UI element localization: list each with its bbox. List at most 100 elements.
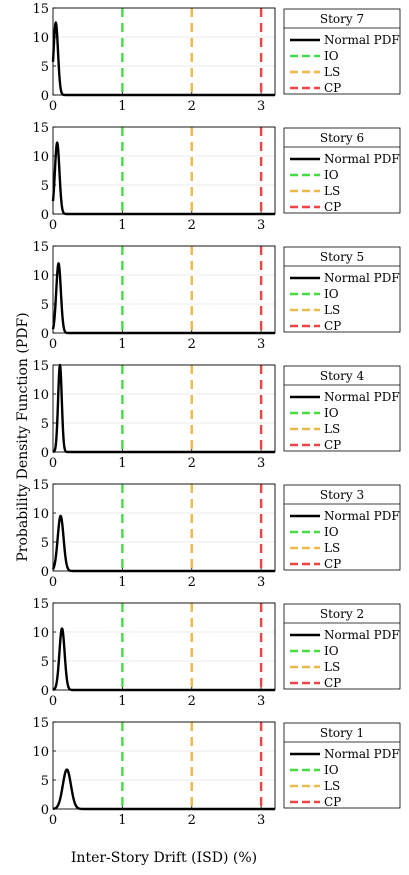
legend-title: Story 2 xyxy=(320,607,364,621)
axes-frame xyxy=(52,602,276,691)
y-tick-label: 15 xyxy=(32,478,49,493)
y-tick-label: 15 xyxy=(32,240,49,255)
x-tick-label: 1 xyxy=(118,813,126,828)
legend-label-pdf: Normal PDF xyxy=(324,628,400,642)
x-tick-label: 2 xyxy=(188,575,196,590)
x-tick-label: 3 xyxy=(257,575,265,590)
y-tick-label: 5 xyxy=(41,536,49,551)
legend-box xyxy=(283,365,401,452)
legend-label-pdf: Normal PDF xyxy=(324,509,400,523)
legend-box xyxy=(283,603,401,690)
legend-label-ls: LS xyxy=(324,779,340,793)
legend: Story 5 Normal PDF IO LS CP xyxy=(283,246,401,333)
legend-label-ls: LS xyxy=(324,422,340,436)
legend-title: Story 4 xyxy=(320,369,365,383)
y-tick-label: 0 xyxy=(41,446,49,461)
legend-label-cp: CP xyxy=(324,81,341,95)
y-tick-label: 15 xyxy=(32,716,49,731)
y-tick-label: 15 xyxy=(32,597,49,612)
figure-ylabel: Probability Density Function (PDF) xyxy=(15,312,31,561)
x-tick-label: 0 xyxy=(49,813,57,828)
legend-title: Story 1 xyxy=(320,726,364,740)
pdf-curve xyxy=(51,514,276,573)
y-tick-label: 0 xyxy=(41,89,49,104)
legend-label-io: IO xyxy=(324,763,339,777)
y-tick-label: 10 xyxy=(32,626,49,641)
chart-panel-6: 0 5 10 15 0 1 2 3 Story 2 Normal PDF IO LS CP xyxy=(32,597,401,709)
legend-label-ls: LS xyxy=(324,303,340,317)
chart-panel-3: 0 5 10 15 0 1 2 3 Story 5 Normal PDF IO LS CP xyxy=(32,240,401,352)
x-tick-label: 0 xyxy=(49,99,57,114)
x-tick-label: 1 xyxy=(118,337,126,352)
legend-label-io: IO xyxy=(324,406,339,420)
axes-frame xyxy=(52,126,276,215)
axes-frame xyxy=(52,721,276,810)
chart-panel-5: 0 5 10 15 0 1 2 3 Story 3 Normal PDF IO LS CP xyxy=(32,478,401,590)
legend: Story 3 Normal PDF IO LS CP xyxy=(283,484,401,571)
x-tick-label: 1 xyxy=(118,694,126,709)
y-tick-label: 10 xyxy=(32,31,49,46)
pdf-curve xyxy=(51,21,276,97)
y-tick-label: 0 xyxy=(41,803,49,818)
legend-label-pdf: Normal PDF xyxy=(324,271,400,285)
y-tick-label: 10 xyxy=(32,150,49,165)
x-tick-label: 0 xyxy=(49,694,57,709)
x-tick-label: 3 xyxy=(257,337,265,352)
x-tick-label: 0 xyxy=(49,575,57,590)
legend-label-cp: CP xyxy=(324,319,341,333)
legend: Story 6 Normal PDF IO LS CP xyxy=(283,127,401,214)
legend-title: Story 7 xyxy=(320,12,364,26)
y-tick-label: 0 xyxy=(41,208,49,223)
legend-title: Story 3 xyxy=(320,488,364,502)
x-tick-label: 2 xyxy=(188,694,196,709)
y-tick-label: 5 xyxy=(41,774,49,789)
legend-label-ls: LS xyxy=(324,660,340,674)
axes-frame xyxy=(52,483,276,572)
x-tick-label: 1 xyxy=(118,99,126,114)
x-tick-label: 3 xyxy=(257,218,265,233)
y-tick-label: 10 xyxy=(32,388,49,403)
x-tick-label: 0 xyxy=(49,456,57,471)
y-tick-label: 5 xyxy=(41,60,49,75)
x-tick-label: 3 xyxy=(257,456,265,471)
legend-label-io: IO xyxy=(324,525,339,539)
pdf-curve xyxy=(52,363,276,454)
legend-label-cp: CP xyxy=(324,200,341,214)
legend-label-pdf: Normal PDF xyxy=(324,390,400,404)
y-tick-label: 5 xyxy=(41,655,49,670)
legend-label-io: IO xyxy=(324,168,339,182)
x-tick-label: 2 xyxy=(188,456,196,471)
x-tick-label: 0 xyxy=(49,337,57,352)
legend-label-ls: LS xyxy=(324,184,340,198)
legend: Story 2 Normal PDF IO LS CP xyxy=(283,603,401,690)
legend-label-cp: CP xyxy=(324,557,341,571)
chart-panel-4: 0 5 10 15 0 1 2 3 Story 4 Normal PDF IO LS CP xyxy=(32,359,401,471)
chart-panel-2: 0 5 10 15 0 1 2 3 Story 6 Normal PDF IO LS CP xyxy=(32,121,401,233)
y-tick-label: 0 xyxy=(41,565,49,580)
legend-box xyxy=(283,127,401,214)
legend: Story 7 Normal PDF IO LS CP xyxy=(283,8,401,95)
x-tick-label: 2 xyxy=(188,813,196,828)
y-tick-label: 0 xyxy=(41,684,49,699)
x-tick-label: 2 xyxy=(188,337,196,352)
x-tick-label: 1 xyxy=(118,218,126,233)
y-tick-label: 15 xyxy=(32,121,49,136)
legend-label-io: IO xyxy=(324,287,339,301)
legend: Story 1 Normal PDF IO LS CP xyxy=(283,722,401,809)
legend-label-io: IO xyxy=(324,49,339,63)
y-tick-label: 10 xyxy=(32,745,49,760)
y-tick-label: 15 xyxy=(32,2,49,17)
legend-label-io: IO xyxy=(324,644,339,658)
x-tick-label: 1 xyxy=(118,575,126,590)
x-tick-label: 3 xyxy=(257,99,265,114)
legend-box xyxy=(283,246,401,333)
pdf-curve xyxy=(52,627,276,692)
legend-label-pdf: Normal PDF xyxy=(324,152,400,166)
axes-frame xyxy=(52,245,276,334)
pdf-curve xyxy=(51,141,276,216)
x-tick-label: 1 xyxy=(118,456,126,471)
legend-label-cp: CP xyxy=(324,795,341,809)
chart-panel-7: 0 5 10 15 0 1 2 3 Story 1 Normal PDF IO LS CP xyxy=(32,716,401,828)
legend-box xyxy=(283,8,401,95)
